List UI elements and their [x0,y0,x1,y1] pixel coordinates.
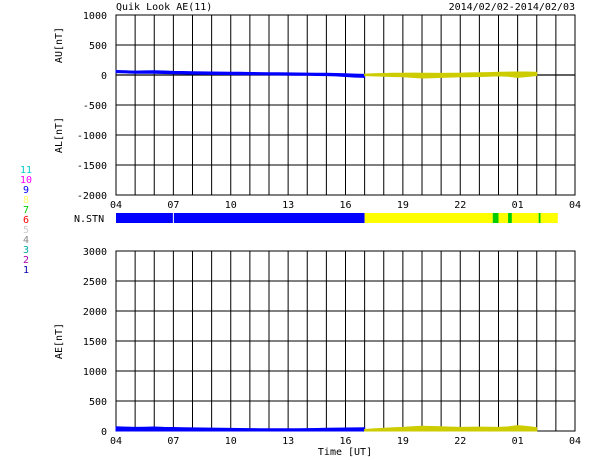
au-al-xtick-label: 13 [282,200,294,211]
ae-series-area [115,426,366,432]
au-al-ytick-label: -2000 [77,191,107,202]
nstn-segment [173,213,365,223]
ae-ytick-label: 1000 [83,367,107,378]
nstn-segment [508,213,512,223]
ae-ytick-label: 3000 [83,247,107,258]
figure-title: Quik Look AE(11) [116,2,212,13]
station-legend-entry: 11 [20,165,32,176]
station-legend-entry: 9 [23,185,29,196]
station-legend-entry: 1 [23,265,29,276]
ae-series-area [364,425,538,432]
au-al-ytick-label: -500 [83,101,107,112]
au-al-series-band [364,71,538,79]
au-al-xtick-label: 19 [397,200,409,211]
au-al-panel: AU[nT] AL[nT] 1000 500 0 -500 -1000 -1500 -200… [54,11,581,211]
au-al-xtick-label: 04 [110,200,122,211]
au-al-xtick-label: 16 [339,200,351,211]
au-al-ytick-label: -1000 [77,131,107,142]
nstn-segment [492,213,499,223]
ae-xtick-label: 07 [167,436,179,447]
au-al-xtick-label: 01 [512,200,524,211]
station-legend-entry: 8 [23,195,29,206]
nstn-label: N.STN [74,214,104,225]
nstn-segment [540,213,558,223]
x-axis-title: Time [UT] [318,447,372,458]
ae-xtick-label: 13 [282,436,294,447]
ae-xtick-label: 16 [339,436,351,447]
ae-xtick-label: 19 [397,436,409,447]
nstn-segment [511,213,539,223]
au-al-xtick-label: 04 [569,200,581,211]
au-al-ytick-label: 500 [89,41,107,52]
ae-xtick-label: 01 [512,436,524,447]
station-legend-entry: 3 [23,245,29,256]
station-legend-entry: 4 [23,235,29,246]
nstn-panel: N.STN [74,213,558,225]
ae-ytick-label: 0 [101,427,107,438]
ae-xtick-label: 10 [225,436,237,447]
nstn-segment [498,213,509,223]
ae-ytick-label: 2000 [83,307,107,318]
ae-ytick-label: 1500 [83,337,107,348]
au-al-series-band [115,69,366,78]
station-legend-entry: 6 [23,215,29,226]
station-legend-entry: 7 [23,205,29,216]
au-al-xtick-label: 10 [225,200,237,211]
ae-axis-label: AE[nT] [54,323,65,359]
au-al-ytick-label: -1500 [77,161,107,172]
au-al-ytick-label: 0 [101,71,107,82]
ae-xtick-label: 04 [569,436,581,447]
nstn-segment [538,213,541,223]
au-axis-label: AU[nT] [54,27,65,63]
ae-xtick-label: 22 [454,436,466,447]
date-range: 2014/02/02-2014/02/03 [449,2,575,13]
ae-ytick-label: 500 [89,397,107,408]
al-axis-label: AL[nT] [54,117,65,153]
station-legend-entry: 5 [23,225,29,236]
au-al-xtick-label: 07 [167,200,179,211]
ae-xtick-label: 04 [110,436,122,447]
ae-ytick-label: 2500 [83,277,107,288]
au-al-xtick-label: 22 [454,200,466,211]
station-legend-entry: 10 [20,175,32,186]
au-al-ytick-label: 1000 [83,11,107,22]
nstn-segment [116,213,174,223]
station-legend-entry: 2 [23,255,29,266]
nstn-segment [364,213,493,223]
